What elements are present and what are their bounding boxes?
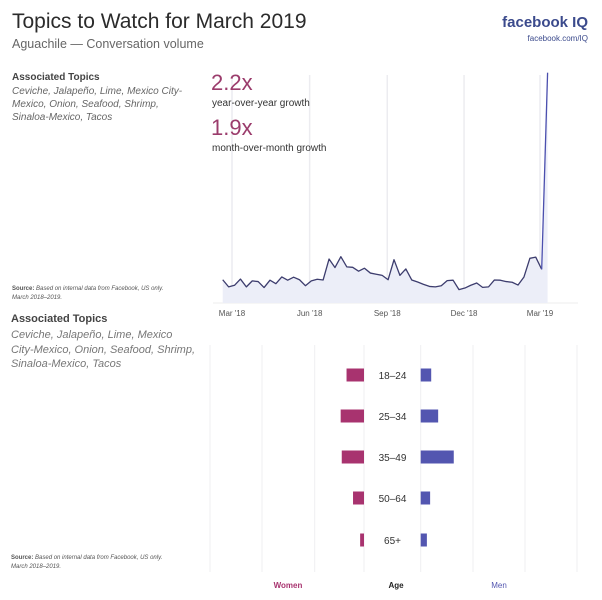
facebook-iq-logo: facebook IQ (502, 14, 588, 31)
x-tick-label: Jun '18 (297, 309, 323, 318)
men-bar (420, 491, 431, 505)
line-chart: Mar '18 Jun '18 Sep '18 Dec '18 Mar '19 (213, 72, 578, 318)
mom-growth-label: month-over-month growth (212, 143, 327, 154)
age-label: 18–24 (379, 371, 407, 382)
x-tick-label: Mar '18 (219, 309, 246, 318)
age-axis-label: Age (388, 581, 404, 590)
source-note-2: Source: Based on internal data from Face… (11, 554, 171, 572)
men-bar (420, 368, 432, 382)
source-label: Source: (12, 286, 35, 292)
age-label: 65+ (384, 536, 401, 547)
men-bar (420, 409, 439, 423)
mom-growth-value: 1.9x (211, 115, 253, 140)
men-legend-label: Men (491, 581, 507, 590)
x-tick-label: Mar '19 (527, 309, 554, 318)
women-bar (340, 409, 364, 423)
volume-line (222, 256, 543, 291)
topics-heading: Associated Topics (12, 72, 100, 83)
x-tick-label: Sep '18 (374, 309, 401, 318)
source-note: Source: Based on internal data from Face… (12, 285, 172, 303)
yoy-growth-value: 2.2x (211, 70, 253, 95)
men-bar (420, 450, 454, 464)
men-bar (420, 533, 427, 547)
women-bar (360, 533, 364, 547)
age-gender-chart: 18–24 25–34 35–49 50–64 65+ Women Age Men (209, 345, 578, 590)
topics-list-2: Ceviche, Jalapeño, Lime, Mexico City-Mex… (11, 329, 196, 370)
women-bar (341, 450, 364, 464)
women-bar (353, 491, 364, 505)
age-label: 25–34 (379, 412, 407, 423)
page-subtitle: Aguachile — Conversation volume (12, 37, 204, 51)
topics-heading-2: Associated Topics (11, 313, 108, 325)
women-legend-label: Women (274, 581, 303, 590)
x-tick-label: Dec '18 (451, 309, 478, 318)
logo-text: facebook IQ (502, 14, 588, 31)
topics-list: Ceviche, Jalapeño, Lime, Mexico City-Mex… (12, 86, 183, 123)
volume-spike-line (541, 72, 549, 270)
women-bar (346, 368, 364, 382)
age-label: 35–49 (379, 453, 407, 464)
yoy-growth-label: year-over-year growth (212, 98, 310, 109)
source-text-2: Based on internal data from Facebook, US… (11, 555, 163, 570)
age-label: 50–64 (379, 494, 407, 505)
logo-url: facebook.com/IQ (527, 34, 588, 43)
page-title: Topics to Watch for March 2019 (12, 10, 307, 33)
source-text: Based on internal data from Facebook, US… (12, 286, 164, 301)
source-label-2: Source: (11, 555, 34, 561)
